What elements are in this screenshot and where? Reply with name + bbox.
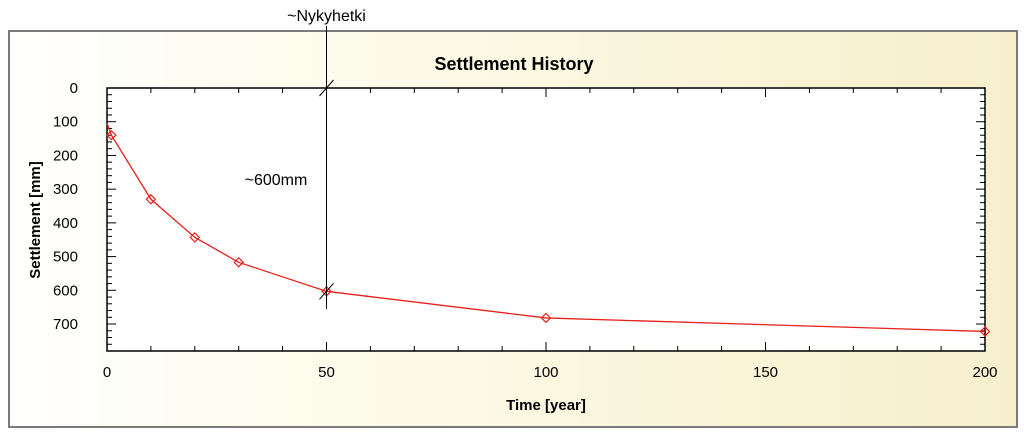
y-tick-label: 700 [53,316,78,333]
settlement-value-label: ~600mm [245,172,308,189]
x-tick-label: 150 [753,364,778,381]
y-tick-label: 200 [53,147,78,164]
chart-title: Settlement History [434,54,593,74]
y-axis-title: Settlement [mm] [27,161,44,279]
y-tick-label: 600 [53,282,78,299]
data-point [189,232,201,243]
current-time-label: ~Nykyhetki [287,8,366,25]
annotation-layer: ~Nykyhetki ~600mm [245,8,366,309]
series-layer [106,123,991,337]
plot-area [106,87,986,352]
data-point [145,193,157,205]
y-tick-label: 0 [70,80,78,97]
y-axis: 0 100 200 300 400 500 600 700 [53,80,985,352]
curve-crossing-mark [319,282,334,300]
y-tick-label: 400 [53,215,78,232]
y-tick-label: 100 [53,114,78,131]
data-point [106,129,117,141]
x-tick-label: 200 [972,364,997,381]
x-tick-label: 0 [103,364,111,381]
x-axis-title: Time [year] [506,397,586,414]
data-point [979,326,991,337]
y-tick-label: 500 [53,249,78,266]
data-point [233,256,245,268]
x-axis: 0 50 100 150 200 [103,88,998,381]
x-tick-label: 50 [318,364,335,381]
x-tick-label: 100 [533,364,558,381]
axis-crossing-mark [319,79,334,97]
y-tick-label: 300 [53,181,78,198]
data-point [540,312,552,324]
settlement-line [106,123,986,333]
